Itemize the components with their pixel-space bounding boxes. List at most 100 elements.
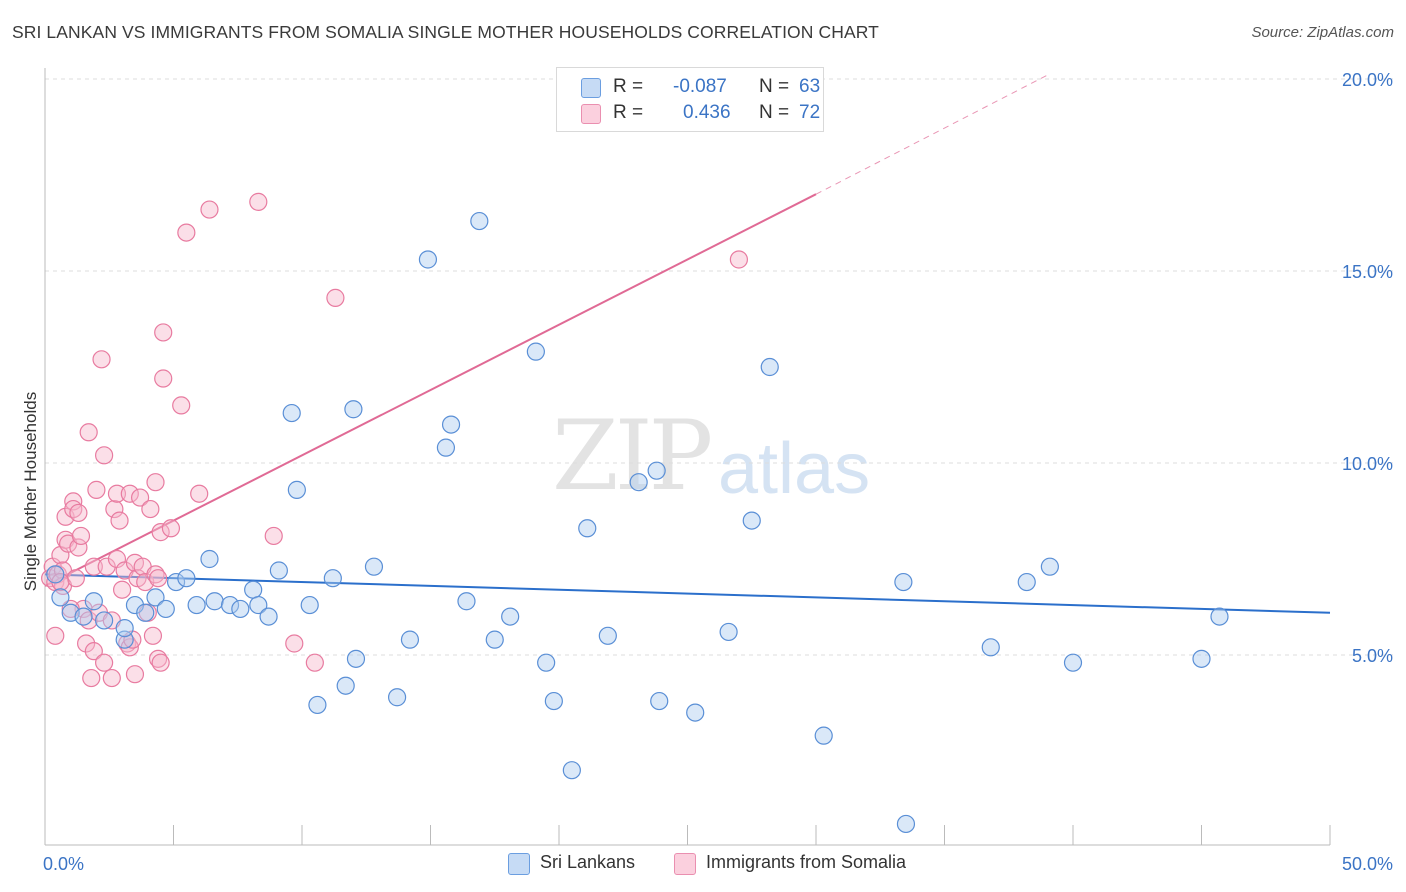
data-point-somalia — [148, 569, 168, 588]
data-point-sri-lankans — [400, 630, 420, 649]
data-point-sri-lankans — [146, 588, 165, 607]
data-point-sri-lankans — [1040, 557, 1059, 576]
data-point-somalia — [154, 323, 173, 342]
data-point-somalia — [102, 668, 121, 688]
data-point-sri-lankans — [537, 653, 556, 672]
data-point-somalia — [110, 511, 129, 530]
data-point-somalia — [77, 634, 96, 653]
data-point-somalia — [161, 519, 181, 538]
data-point-sri-lankans — [259, 607, 278, 626]
chart-title: SRI LANKAN VS IMMIGRANTS FROM SOMALIA SI… — [12, 22, 879, 42]
data-point-somalia — [87, 480, 106, 499]
data-point-sri-lankans — [814, 726, 833, 745]
data-point-somalia — [112, 580, 132, 599]
data-point-sri-lankans — [629, 473, 648, 492]
data-point-sri-lankans — [220, 595, 240, 615]
data-point-sri-lankans — [719, 622, 738, 642]
data-point-somalia — [305, 653, 324, 672]
data-point-somalia — [285, 634, 304, 653]
data-point-sri-lankans — [896, 814, 916, 834]
data-point-sri-lankans — [742, 511, 761, 530]
watermark-zip: ZIP — [552, 400, 713, 512]
correlation-legend: R = -0.087 N = 63 R = 0.436 N = 72 — [556, 67, 824, 132]
data-point-somalia — [141, 499, 160, 519]
data-point-sri-lankans — [485, 630, 504, 649]
data-point-sri-lankans — [187, 595, 206, 615]
legend-n-value: 63 — [799, 76, 821, 97]
data-point-somalia — [130, 488, 150, 507]
legend-r-value: -0.087 — [673, 76, 727, 97]
data-point-sri-lankans — [470, 211, 489, 231]
data-point-sri-lankans — [981, 638, 1000, 657]
data-point-somalia — [97, 557, 116, 576]
data-point-sri-lankans — [418, 250, 438, 269]
data-point-somalia — [105, 499, 124, 519]
data-point-sri-lankans — [647, 461, 666, 480]
y-tick-label: 20.0% — [1342, 70, 1393, 90]
data-point-sri-lankans — [457, 592, 476, 611]
data-point-somalia — [177, 223, 196, 242]
data-point-sri-lankans — [686, 703, 705, 722]
y-tick-label: 10.0% — [1342, 454, 1393, 474]
bottom-legend-label: Sri Lankans — [540, 852, 636, 872]
data-point-somalia — [125, 665, 145, 684]
data-point-sri-lankans — [95, 611, 114, 630]
data-point-somalia — [154, 369, 173, 388]
data-point-somalia — [146, 473, 165, 492]
bottom-legend-swatch-blue — [508, 853, 530, 875]
data-point-somalia — [84, 557, 103, 576]
axes — [44, 68, 1331, 846]
data-point-sri-lankans — [323, 569, 342, 588]
x-tick-label: 50.0% — [1342, 854, 1393, 874]
data-point-sri-lankans — [287, 480, 306, 499]
data-point-sri-lankans — [894, 572, 913, 592]
data-point-sri-lankans — [308, 695, 327, 715]
data-point-somalia — [264, 526, 283, 546]
legend-n-label: N = — [759, 102, 790, 123]
grid-lines — [45, 78, 1395, 656]
data-points — [41, 192, 1229, 834]
data-point-sri-lankans — [84, 592, 103, 611]
data-point-somalia — [729, 250, 749, 269]
data-point-somalia — [46, 626, 65, 645]
data-point-sri-lankans — [244, 580, 263, 599]
data-point-sri-lankans — [598, 626, 617, 645]
data-point-sri-lankans — [336, 676, 355, 695]
data-point-sri-lankans — [46, 565, 65, 584]
data-point-sri-lankans — [650, 691, 669, 711]
data-point-sri-lankans — [1192, 649, 1211, 668]
data-point-sri-lankans — [200, 549, 219, 569]
data-point-sri-lankans — [544, 691, 563, 711]
data-point-sri-lankans — [269, 561, 288, 580]
y-axis-title: Single Mother Households — [21, 392, 40, 591]
legend-r-value: 0.436 — [683, 102, 731, 123]
data-point-sri-lankans — [249, 595, 268, 615]
data-point-somalia — [82, 668, 101, 688]
legend-swatch-blue — [581, 78, 601, 98]
data-point-somalia — [107, 484, 127, 503]
data-point-somalia — [172, 396, 191, 415]
data-point-sri-lankans — [115, 619, 134, 638]
trend-line-sri-lankans — [44, 573, 1331, 614]
data-point-sri-lankans — [125, 595, 145, 615]
data-point-sri-lankans — [346, 649, 366, 668]
data-point-sri-lankans — [387, 688, 407, 707]
data-point-sri-lankans — [231, 599, 250, 619]
data-point-sri-lankans — [1210, 607, 1229, 626]
data-point-sri-lankans — [282, 403, 301, 423]
data-point-somalia — [95, 653, 114, 672]
tick-labels: 5.0% 10.0% 15.0% 20.0% 0.0% 50.0% Single Mothe… — [21, 70, 1393, 874]
data-point-sri-lankans — [136, 603, 155, 622]
watermark-atlas: atlas — [718, 429, 871, 509]
legend-r-label: R = — [613, 102, 644, 123]
data-point-somalia — [64, 492, 83, 511]
data-point-sri-lankans — [578, 519, 597, 538]
data-point-sri-lankans — [51, 588, 70, 607]
data-point-sri-lankans — [526, 342, 545, 361]
data-point-sri-lankans — [344, 400, 363, 419]
data-point-somalia — [92, 350, 111, 369]
x-tick-label: 0.0% — [43, 854, 84, 874]
data-point-somalia — [71, 526, 91, 546]
source-label: Source: ZipAtlas.com — [1251, 24, 1394, 41]
data-point-sri-lankans — [74, 607, 93, 626]
